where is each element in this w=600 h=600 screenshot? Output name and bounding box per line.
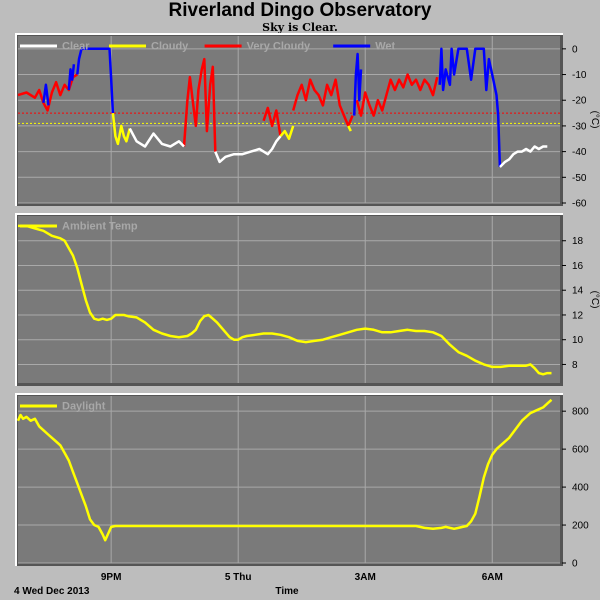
y-tick-label: 12 — [572, 310, 584, 321]
y-tick-label: 0 — [572, 559, 578, 570]
series-line-daylight — [16, 398, 553, 542]
y-tick-label: 10 — [572, 335, 584, 346]
series-line-cloudy — [111, 112, 132, 146]
series-line-clear — [499, 145, 548, 168]
y-tick-label: 16 — [572, 261, 584, 272]
series-line-wet — [76, 47, 115, 114]
series-line-ambient-temp — [18, 224, 552, 376]
y-tick-label: 18 — [572, 236, 584, 247]
y-tick-label: -50 — [572, 173, 587, 184]
panel-2: 8 10 12 14 16 18 (°C) Ambient Temp — [15, 213, 600, 386]
legend-label: Daylight — [62, 401, 106, 413]
panel-3: 0 200 400 600 800 Daylight 9PM 5 Thu 3AM 6AM Time 4… — [14, 393, 589, 597]
x-tick-label: 6AM — [482, 572, 503, 583]
y-tick-label: 8 — [572, 360, 578, 371]
x-tick-label: 3AM — [355, 572, 376, 583]
series-line-very-cloudy — [262, 106, 282, 137]
series-line-wet — [42, 83, 50, 106]
y-tick-label: -40 — [572, 147, 587, 158]
sky-status: Sky is Clear. — [262, 21, 338, 34]
chart-title: Riverland Dingo Observatory — [168, 0, 432, 21]
y-tick-label: 400 — [572, 483, 589, 494]
y-tick-label: 200 — [572, 521, 589, 532]
y-tick-label: -10 — [572, 70, 587, 81]
series-line-very-cloudy — [291, 78, 354, 128]
series-line-cloudy — [279, 125, 295, 141]
y-axis-label: (°C) — [589, 111, 600, 129]
y-tick-label: -20 — [572, 96, 587, 107]
plot-area — [18, 396, 560, 563]
plot-area — [18, 36, 560, 203]
x-tick-label: 9PM — [101, 572, 122, 583]
series-line-clear — [128, 127, 185, 148]
legend-label: Cloudy — [151, 41, 189, 53]
legend-label: Clear — [62, 41, 90, 53]
y-tick-label: -30 — [572, 121, 587, 132]
series-line-wet — [438, 47, 502, 168]
series-line-very-cloudy — [182, 57, 217, 152]
series-line-cloudy — [347, 125, 352, 132]
x-axis-label: Time — [275, 586, 299, 597]
y-tick-label: 800 — [572, 407, 589, 418]
y-tick-label: 600 — [572, 445, 589, 456]
x-tick-label: 5 Thu — [225, 572, 252, 583]
series-line-wet — [352, 52, 363, 116]
legend-label: Ambient Temp — [62, 221, 138, 233]
y-tick-label: 0 — [572, 44, 578, 55]
y-tick-label: -60 — [572, 199, 587, 210]
series-line-clear — [214, 135, 282, 164]
plot-area — [18, 216, 560, 383]
date-label: 4 Wed Dec 2013 — [14, 586, 90, 597]
legend-label: Wet — [375, 41, 395, 53]
panel-1: 0 -10 -20 -30 -40 -50 -60 (°C) Clear Cloudy Very C… — [15, 33, 600, 210]
y-tick-label: 14 — [572, 286, 584, 297]
series-line-very-cloudy — [355, 73, 439, 117]
series-line-wet — [67, 64, 76, 91]
legend-label: Very Cloudy — [247, 41, 311, 53]
y-axis-label: (°C) — [589, 291, 600, 309]
